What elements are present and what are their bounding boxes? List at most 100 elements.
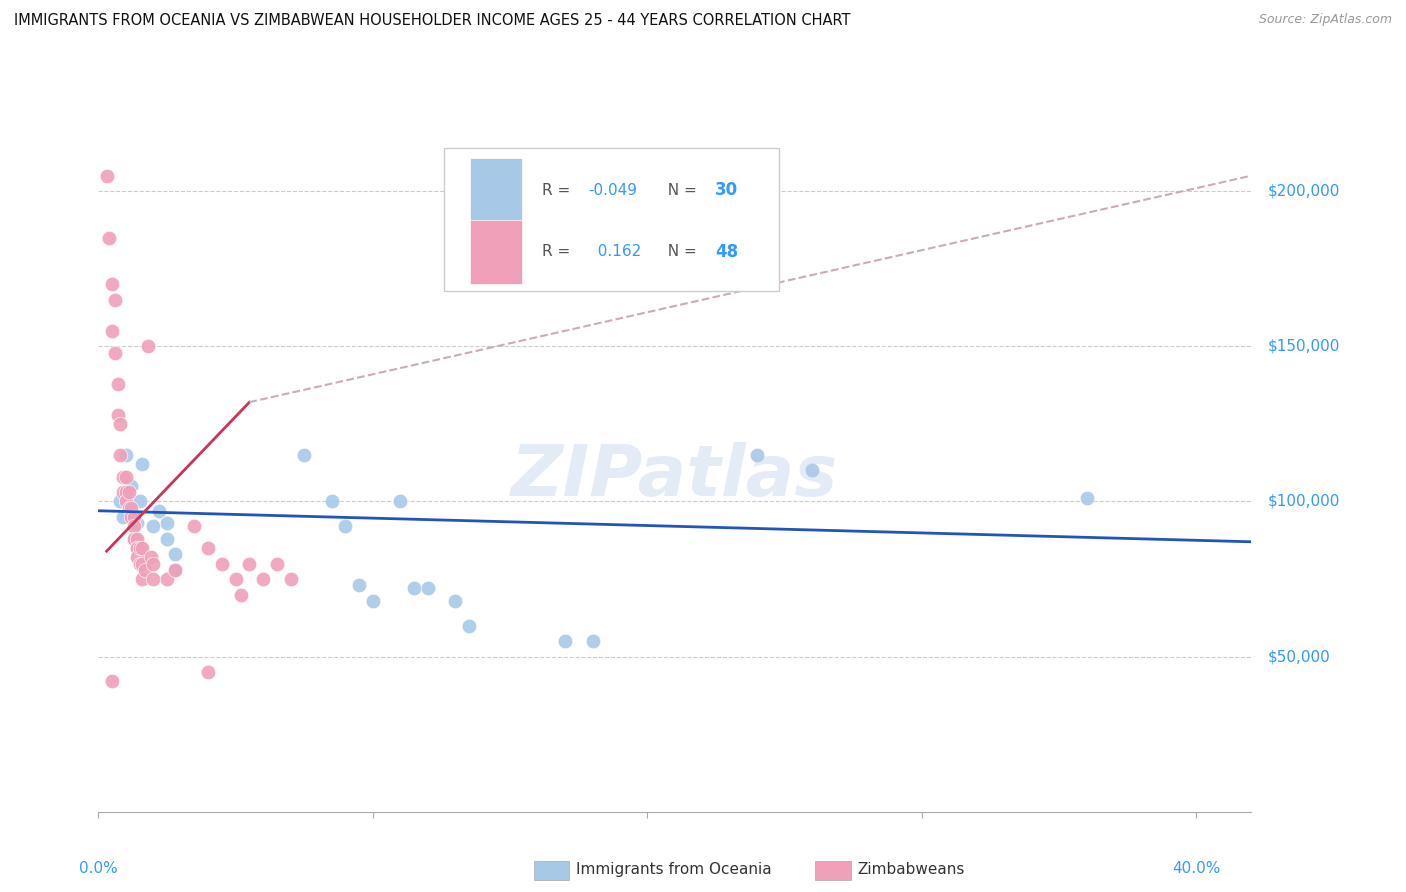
- Point: [110, 448, 132, 462]
- Point: [117, 485, 139, 500]
- Point: [122, 532, 145, 546]
- Point: [1076, 491, 1098, 506]
- Point: [165, 563, 187, 577]
- Point: [142, 557, 165, 571]
- Text: 0.0%: 0.0%: [79, 862, 118, 876]
- Text: $100,000: $100,000: [1268, 494, 1340, 509]
- Point: [117, 500, 139, 515]
- Point: [458, 618, 481, 632]
- Point: [115, 485, 138, 500]
- Point: [107, 376, 129, 391]
- Point: [125, 516, 148, 531]
- Text: $150,000: $150,000: [1268, 339, 1340, 354]
- Point: [321, 494, 343, 508]
- Point: [165, 563, 187, 577]
- Point: [125, 541, 148, 555]
- Point: [136, 339, 159, 353]
- Point: [225, 572, 247, 586]
- Point: [444, 593, 467, 607]
- Point: [252, 572, 274, 586]
- Point: [120, 510, 142, 524]
- Point: [120, 500, 142, 515]
- Text: N =: N =: [658, 244, 702, 260]
- Point: [197, 541, 219, 555]
- Text: 40.0%: 40.0%: [1173, 862, 1220, 876]
- Point: [104, 293, 127, 307]
- Point: [104, 345, 127, 359]
- Point: [128, 541, 150, 555]
- Text: $50,000: $50,000: [1268, 649, 1330, 664]
- Point: [122, 519, 145, 533]
- Point: [107, 408, 129, 422]
- Point: [115, 448, 138, 462]
- Point: [125, 550, 148, 565]
- Point: [280, 572, 302, 586]
- Point: [197, 665, 219, 679]
- Point: [112, 469, 135, 483]
- Point: [404, 582, 426, 596]
- Point: [335, 519, 357, 533]
- Point: [110, 417, 132, 431]
- Point: [128, 557, 150, 571]
- Text: -0.049: -0.049: [588, 183, 637, 198]
- FancyBboxPatch shape: [470, 219, 522, 284]
- Point: [115, 469, 138, 483]
- Point: [231, 588, 253, 602]
- Point: [131, 557, 153, 571]
- Point: [165, 547, 187, 561]
- Text: Immigrants from Oceania: Immigrants from Oceania: [576, 863, 772, 877]
- Point: [122, 510, 145, 524]
- Point: [128, 494, 150, 508]
- Point: [96, 169, 118, 183]
- Point: [554, 634, 576, 648]
- Point: [115, 494, 138, 508]
- Text: 30: 30: [716, 181, 738, 199]
- Point: [112, 510, 135, 524]
- Point: [416, 582, 439, 596]
- Point: [266, 557, 288, 571]
- Text: R =: R =: [543, 244, 575, 260]
- Point: [156, 532, 179, 546]
- Point: [110, 494, 132, 508]
- Point: [389, 494, 412, 508]
- Text: $200,000: $200,000: [1268, 184, 1340, 199]
- Point: [148, 504, 170, 518]
- Point: [125, 532, 148, 546]
- Point: [131, 541, 153, 555]
- Point: [211, 557, 233, 571]
- Point: [139, 550, 162, 565]
- Point: [101, 277, 124, 292]
- Point: [131, 457, 153, 471]
- FancyBboxPatch shape: [470, 158, 522, 222]
- Text: 0.162: 0.162: [588, 244, 641, 260]
- Point: [142, 572, 165, 586]
- Point: [801, 463, 824, 477]
- Point: [238, 557, 260, 571]
- Text: Source: ZipAtlas.com: Source: ZipAtlas.com: [1258, 13, 1392, 27]
- Point: [156, 572, 179, 586]
- Point: [112, 485, 135, 500]
- Point: [98, 231, 121, 245]
- Text: N =: N =: [658, 183, 702, 198]
- Point: [347, 578, 370, 592]
- Point: [142, 519, 165, 533]
- FancyBboxPatch shape: [444, 148, 779, 291]
- Point: [122, 532, 145, 546]
- Point: [131, 572, 153, 586]
- Point: [361, 593, 384, 607]
- Point: [101, 324, 124, 338]
- Text: IMMIGRANTS FROM OCEANIA VS ZIMBABWEAN HOUSEHOLDER INCOME AGES 25 - 44 YEARS CORR: IMMIGRANTS FROM OCEANIA VS ZIMBABWEAN HO…: [14, 13, 851, 29]
- Text: ZIPatlas: ZIPatlas: [512, 442, 838, 511]
- Text: 48: 48: [716, 243, 738, 260]
- Point: [134, 563, 156, 577]
- Point: [747, 448, 769, 462]
- Point: [581, 634, 603, 648]
- Point: [101, 674, 124, 689]
- Point: [120, 479, 142, 493]
- Text: R =: R =: [543, 183, 575, 198]
- Point: [292, 448, 315, 462]
- Point: [183, 519, 205, 533]
- Point: [156, 516, 179, 531]
- Point: [125, 541, 148, 555]
- Text: Zimbabweans: Zimbabweans: [858, 863, 965, 877]
